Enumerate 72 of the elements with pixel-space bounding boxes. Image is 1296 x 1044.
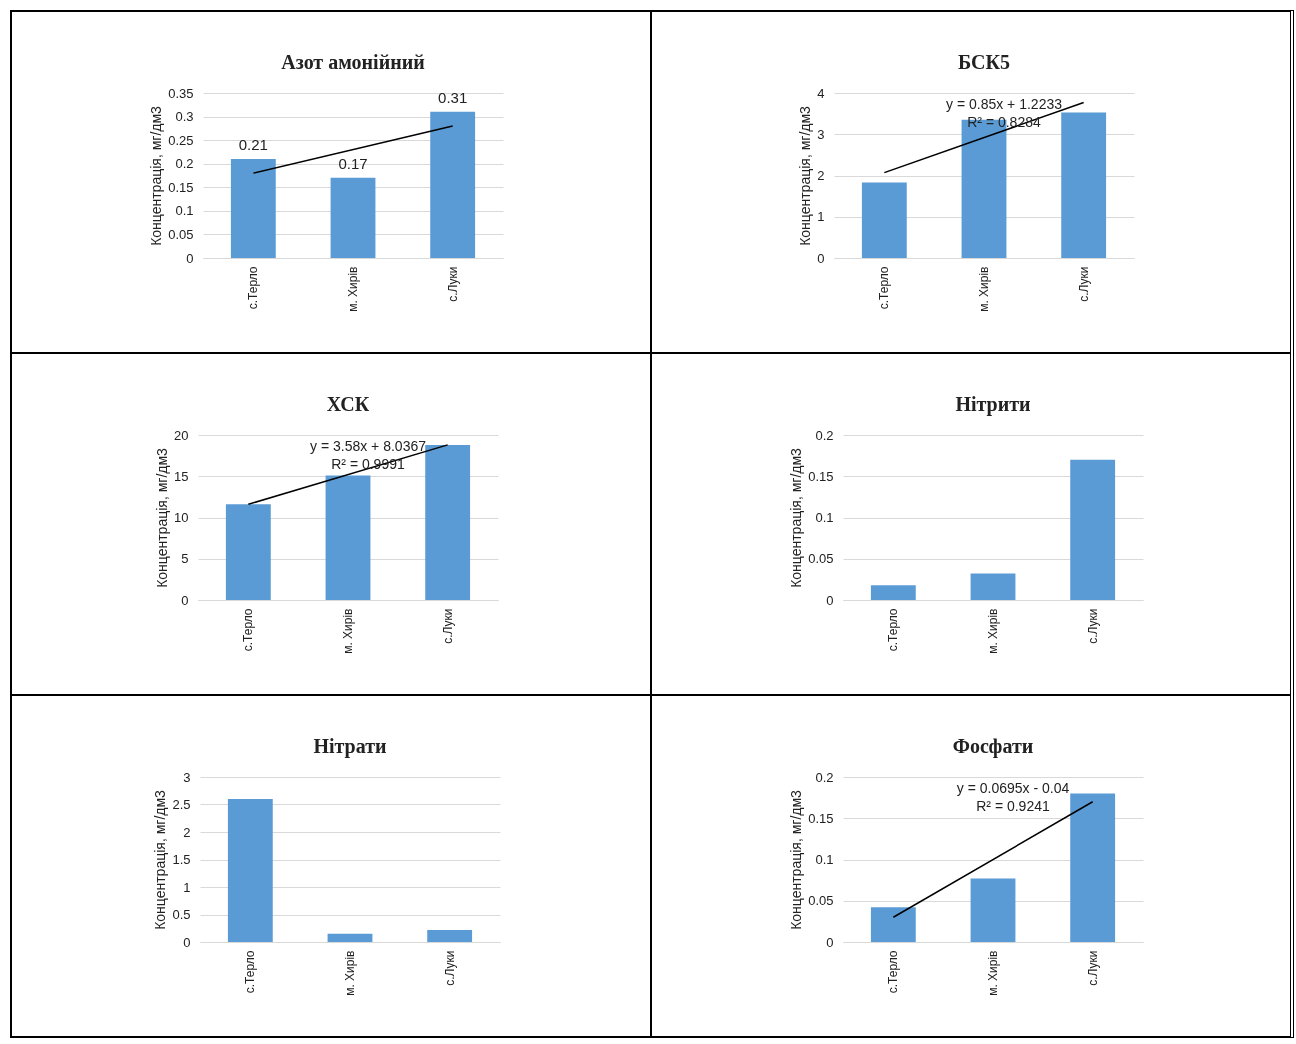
y-tick-label: 2 (817, 167, 825, 183)
y-tick-label: 1.5 (171, 851, 190, 867)
y-tick-label: 0.1 (815, 509, 834, 525)
chart-title: Нітрити (955, 392, 1031, 416)
chart-title: ХСК (326, 392, 370, 415)
y-tick-label: 0.15 (168, 179, 194, 195)
annotation: y = 3.58x + 8.0367 (309, 437, 426, 454)
x-tick-label: с.Луки (440, 608, 455, 644)
y-tick-label: 2 (182, 824, 190, 839)
data-label: 0.17 (338, 154, 368, 172)
y-axis-title: Концентрація, мг/дм3 (788, 447, 805, 588)
x-tick-label: м. Хирів (986, 608, 1000, 654)
x-tick-label: м. Хирів (342, 950, 357, 996)
y-tick-label: 15 (173, 468, 188, 484)
chart-title: Фосфати (952, 734, 1034, 758)
x-tick-label: м. Хирів (986, 950, 1000, 996)
y-tick-label: 0.5 (171, 906, 190, 922)
y-tick-label: 0.25 (168, 132, 194, 148)
y-tick-label: 0.3 (175, 108, 194, 124)
x-tick-label: с.Терло (877, 265, 892, 309)
x-tick-label: м. Хирів (346, 266, 360, 312)
x-tick-label: с.Луки (1085, 608, 1100, 644)
y-tick-label: 0.2 (815, 427, 834, 442)
y-tick-label: 0 (826, 592, 834, 607)
x-tick-label: с.Терло (240, 607, 255, 651)
y-tick-label: 0.05 (808, 550, 834, 566)
x-tick-label: м. Хирів (340, 608, 355, 654)
chart-title: БСК5 (957, 50, 1011, 73)
chart-title: Нітрати (312, 734, 387, 758)
y-axis-title: Концентрація, мг/дм3 (788, 789, 805, 930)
annotation: y = 0.0695x - 0.04 (956, 779, 1070, 796)
y-tick-label: 1 (817, 208, 825, 224)
x-tick-label: с.Терло (886, 949, 901, 993)
data-label: 0.21 (238, 135, 268, 153)
y-tick-label: 0 (817, 250, 825, 265)
x-tick-label: м. Хирів (977, 266, 991, 312)
x-tick-label: с.Луки (1076, 266, 1091, 302)
y-tick-label: 3 (817, 126, 825, 142)
y-tick-label: 0 (186, 250, 194, 265)
annotation: R² = 0.9241 (976, 797, 1050, 814)
y-tick-label: 0 (826, 934, 834, 949)
chart-title: Азот амонійний (281, 50, 425, 73)
y-tick-label: 5 (180, 550, 188, 566)
x-tick-label: с.Луки (445, 266, 460, 302)
data-label: 0.31 (438, 88, 468, 106)
y-tick-label: 0.1 (815, 851, 834, 867)
y-tick-label: 0.05 (808, 892, 834, 908)
y-tick-label: 0 (180, 592, 188, 607)
x-tick-label: с.Терло (242, 949, 257, 993)
y-tick-label: 3 (182, 769, 190, 784)
annotation: y = 0.85x + 1.2233 (946, 95, 1063, 112)
y-tick-label: 10 (173, 509, 188, 525)
y-tick-label: 0.35 (168, 85, 194, 100)
y-tick-label: 0.05 (168, 226, 194, 242)
y-tick-label: 20 (173, 427, 188, 442)
y-axis-title: Концентрація, мг/дм3 (148, 105, 165, 246)
y-tick-label: 2.5 (171, 796, 190, 812)
x-tick-label: с.Луки (442, 950, 457, 986)
x-tick-label: с.Луки (1085, 950, 1100, 986)
x-tick-label: с.Терло (246, 265, 261, 309)
x-tick-label: с.Терло (886, 607, 901, 651)
y-tick-label: 0.15 (808, 468, 834, 484)
y-axis-title: Концентрація, мг/дм3 (153, 447, 170, 588)
y-tick-label: 0 (182, 934, 190, 949)
y-axis-title: Концентрація, мг/дм3 (151, 789, 168, 930)
y-tick-label: 0.15 (808, 810, 834, 826)
y-tick-label: 0.2 (175, 155, 194, 171)
y-tick-label: 0.2 (815, 769, 834, 784)
y-tick-label: 4 (817, 85, 825, 100)
y-tick-label: 0.1 (175, 202, 194, 218)
y-axis-title: Концентрація, мг/дм3 (797, 105, 814, 246)
y-tick-label: 1 (182, 879, 190, 894)
